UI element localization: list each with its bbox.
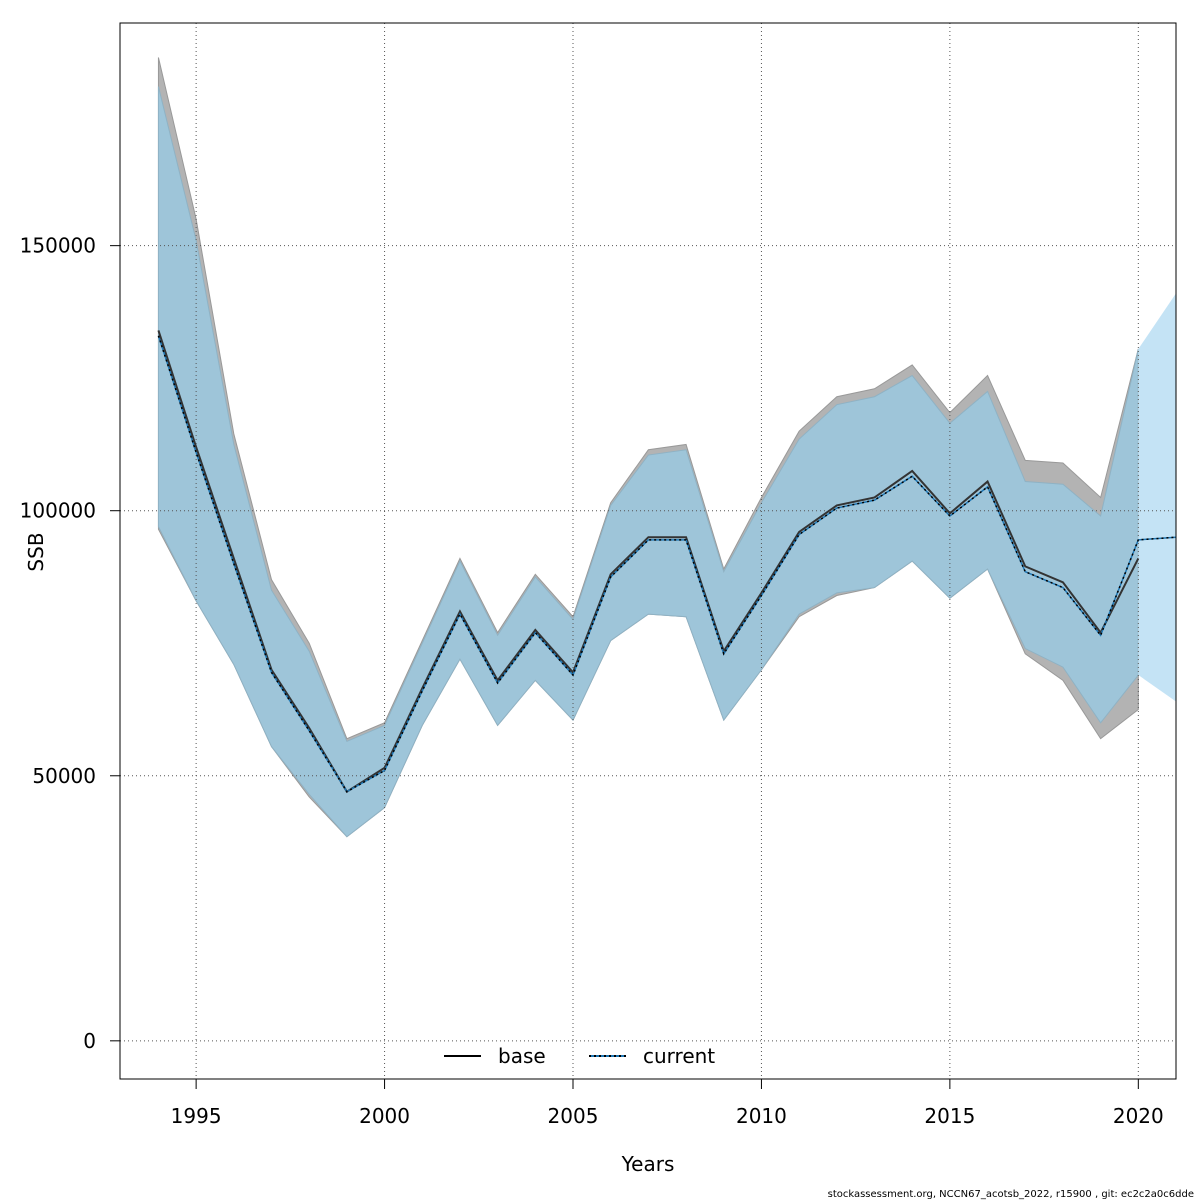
confidence-bands [157,57,1176,838]
legend-label-current: current [643,1044,715,1068]
y-tick-label: 0 [83,1029,96,1053]
axis-ticks: 1995 2000 2005 2010 2015 2020 0 50000 100000 1500… [20,234,1164,1128]
y-axis-title: SSB [24,532,48,571]
legend: base current [444,1044,715,1068]
x-axis-title: Years [621,1152,675,1176]
line-base [157,330,1140,794]
y-tick-label: 150000 [20,234,96,258]
x-tick-label: 2000 [359,1104,410,1128]
y-tick-label: 100000 [20,499,96,523]
legend-label-base: base [498,1044,546,1068]
x-tick-label: 2005 [548,1104,599,1128]
x-tick-label: 2020 [1113,1104,1164,1128]
x-tick-label: 1995 [171,1104,222,1128]
x-tick-label: 2015 [924,1104,975,1128]
line-current [157,335,1177,793]
grid-lines [120,23,1176,1079]
footer-note: stockassessment.org, NCCN67_acotsb_2022,… [828,1189,1194,1200]
y-tick-label: 50000 [32,764,96,788]
band-current-forecast [1138,293,1176,702]
plot-frame [119,22,1177,1080]
x-tick-label: 2010 [736,1104,787,1128]
series-lines [157,330,1177,794]
